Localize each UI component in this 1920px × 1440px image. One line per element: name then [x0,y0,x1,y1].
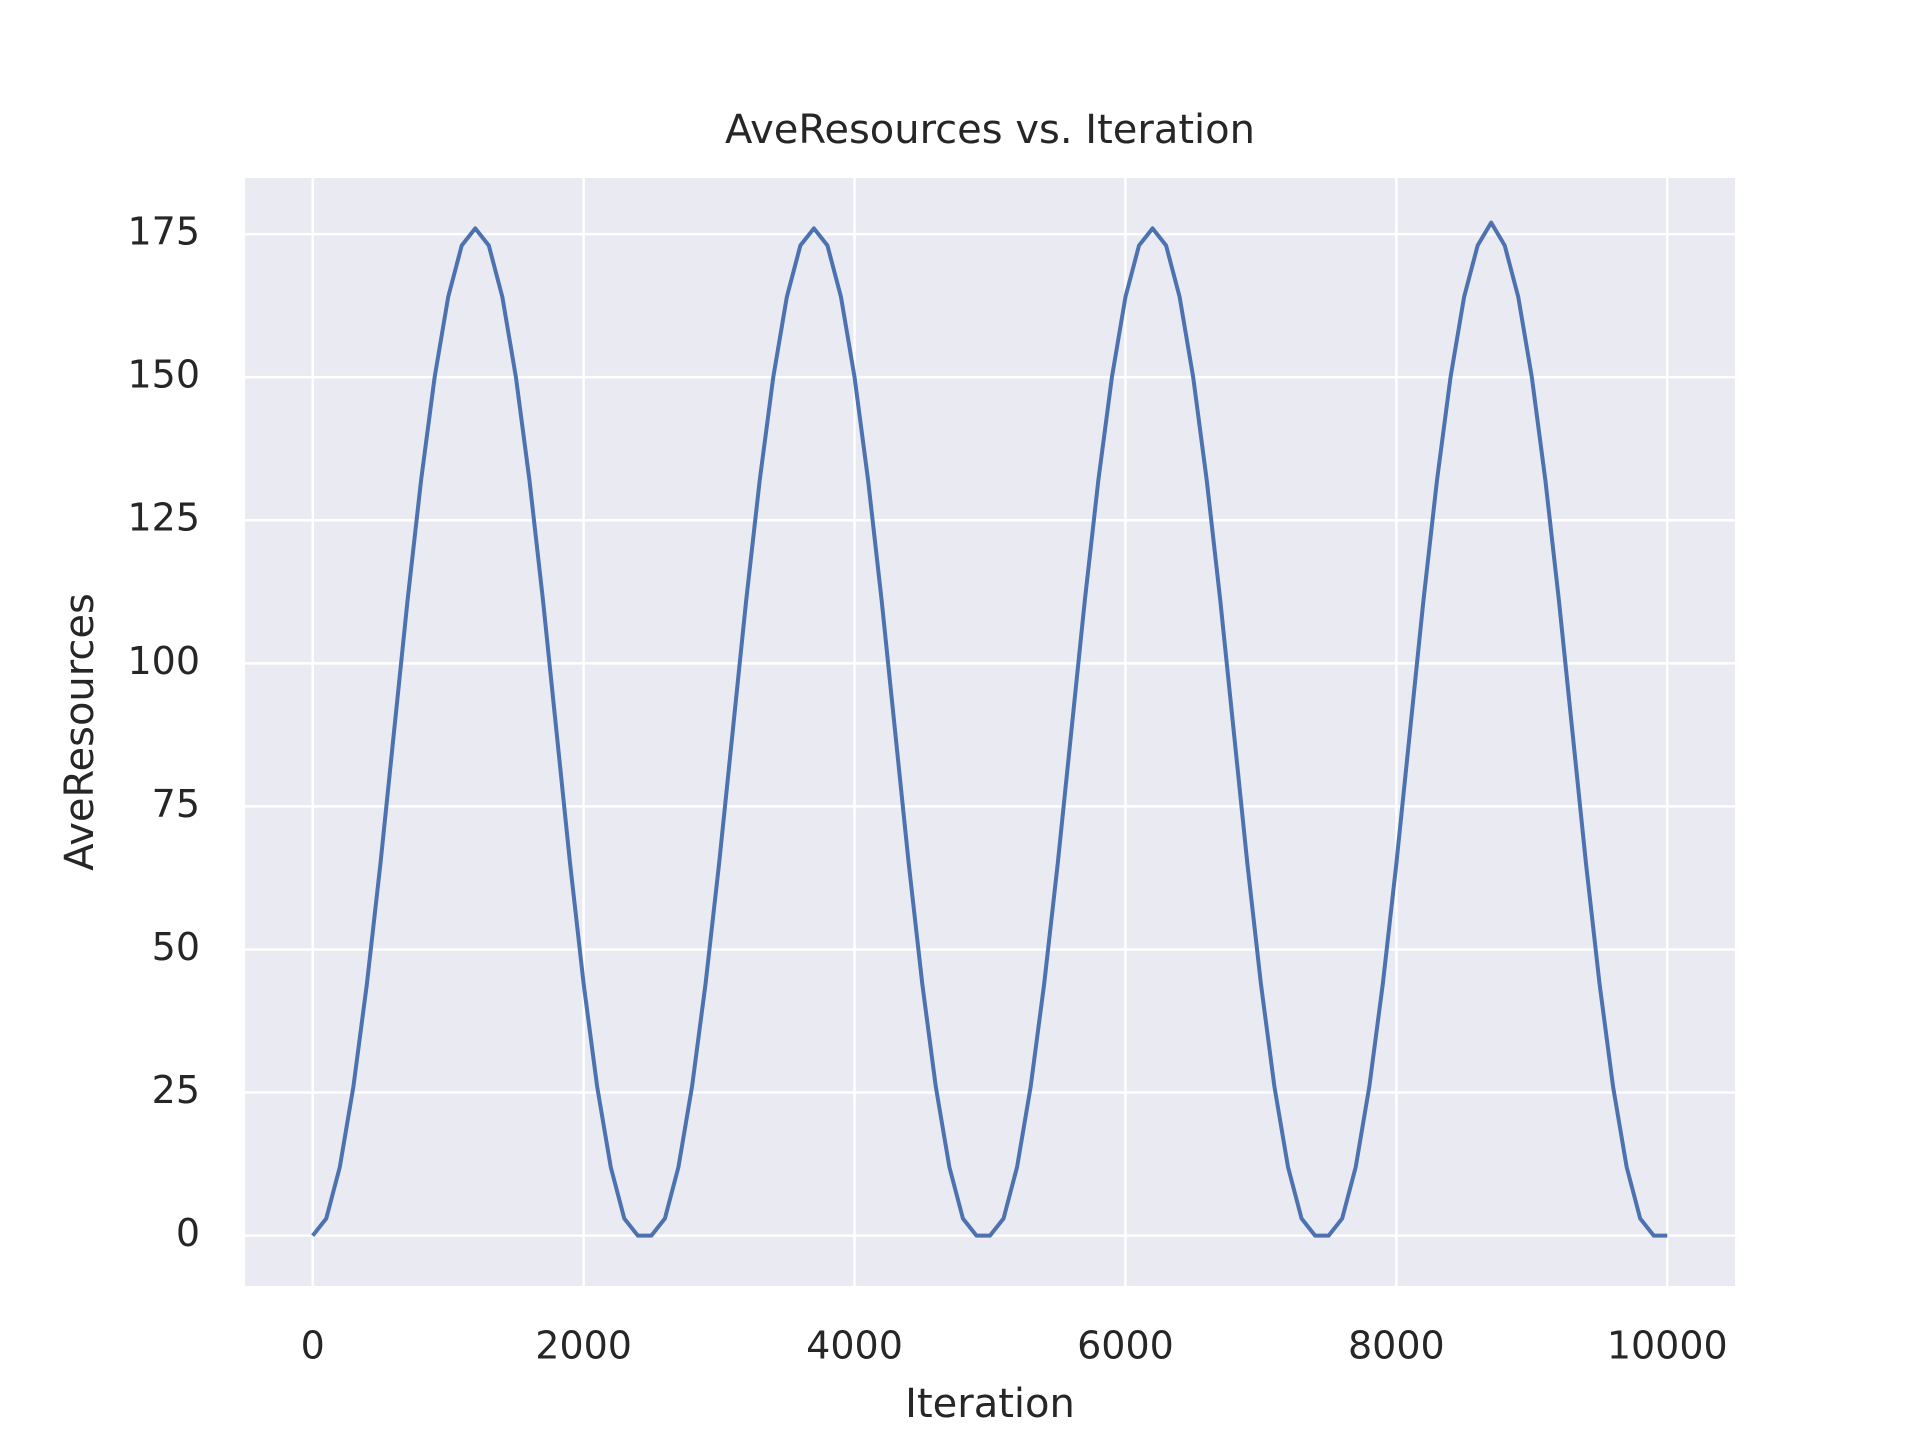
data-line [311,220,1668,1238]
y-tick-label: 75 [152,782,200,826]
chart-title: AveResources vs. Iteration [725,107,1255,153]
y-tick-label: 25 [152,1068,200,1112]
x-tick-label: 2000 [535,1324,632,1368]
plot-area [245,178,1735,1286]
y-tick-label: 125 [127,496,200,540]
x-tick-label: 0 [301,1324,325,1368]
x-tick-label: 8000 [1348,1324,1445,1368]
y-tick-label: 50 [152,925,200,969]
y-tick-label: 150 [127,353,200,397]
x-tick-label: 6000 [1077,1324,1174,1368]
x-axis-label: Iteration [905,1381,1075,1427]
y-tick-label: 0 [176,1211,200,1255]
y-tick-label: 175 [127,210,200,254]
x-tick-label: 10000 [1607,1324,1728,1368]
y-tick-label: 100 [127,639,200,683]
x-tick-label: 4000 [806,1324,903,1368]
y-axis-label: AveResources [57,593,103,871]
